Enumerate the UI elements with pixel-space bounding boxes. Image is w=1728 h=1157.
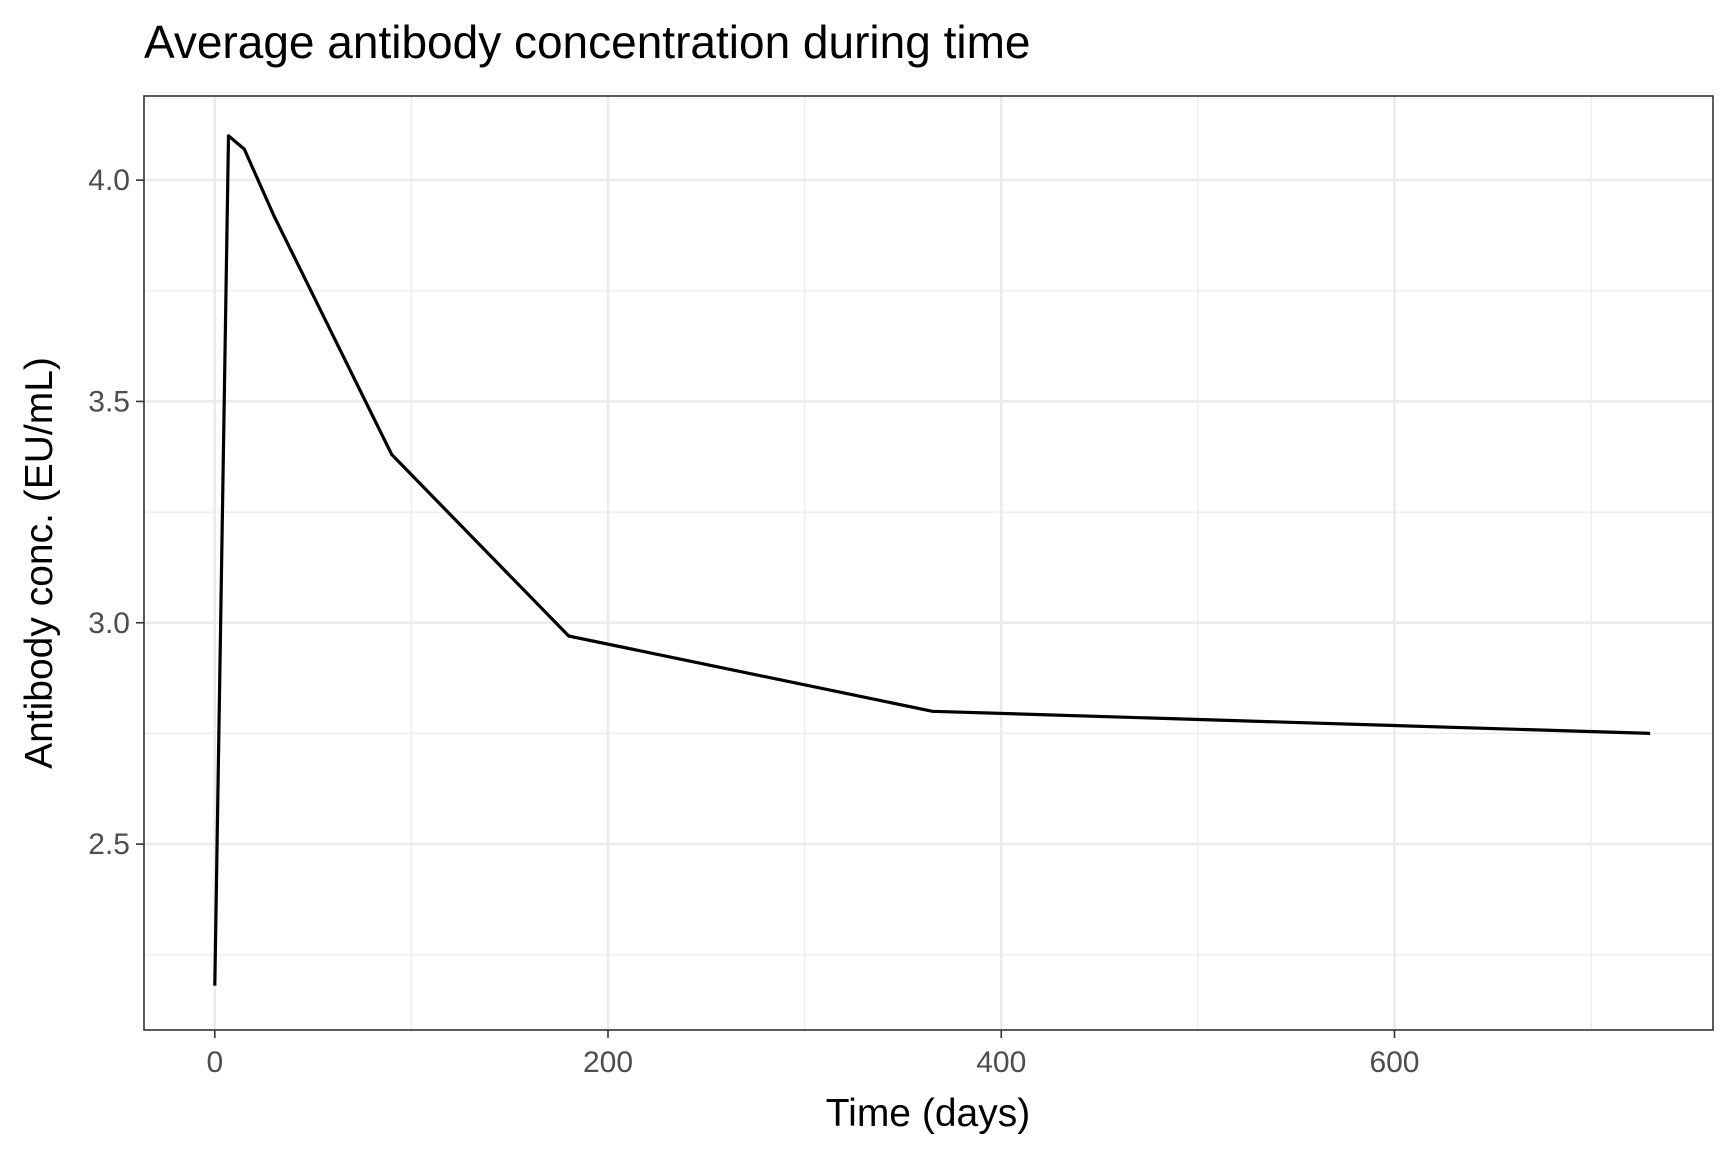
x-tick-label: 0 — [206, 1046, 223, 1079]
y-tick-label: 4.0 — [88, 164, 130, 197]
x-tick-label: 600 — [1369, 1046, 1419, 1079]
x-tick-label: 200 — [583, 1046, 633, 1079]
x-tick-label: 400 — [976, 1046, 1026, 1079]
y-tick-label: 3.0 — [88, 607, 130, 640]
y-axis: 2.5 3.0 3.5 4.0 — [88, 164, 144, 861]
y-tick-label: 3.5 — [88, 385, 130, 418]
y-tick-label: 2.5 — [88, 828, 130, 861]
grid-major — [144, 96, 1713, 1030]
chart-title: Average antibody concentration during ti… — [144, 16, 1031, 68]
x-axis-title: Time (days) — [826, 1092, 1030, 1135]
series-layer — [213, 134, 1651, 986]
x-axis: 0 200 400 600 — [206, 1030, 1420, 1079]
panel-border — [143, 95, 1714, 1031]
series-line — [213, 134, 1651, 986]
y-axis-title: Antibody conc. (EU/mL) — [18, 357, 61, 769]
grid-minor — [144, 96, 1713, 1030]
